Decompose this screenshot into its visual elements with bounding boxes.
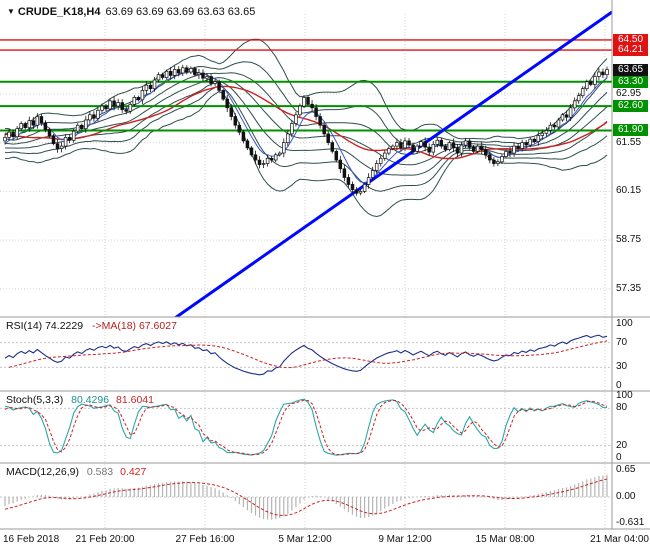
time-axis-label: 16 Feb 2018	[3, 534, 60, 545]
stoch-axis-label: 100	[616, 390, 633, 401]
time-axis-label: 5 Mar 12:00	[278, 534, 332, 545]
stoch-axis-label: 0	[616, 452, 622, 463]
macd-signal-line	[4, 478, 608, 517]
price-badge-current: 63.65	[613, 63, 648, 76]
price-badge-support: 63.30	[613, 75, 648, 88]
price-badge-support: 62.60	[613, 100, 648, 113]
stoch-d-line	[4, 399, 608, 456]
band-lower	[4, 85, 608, 192]
stoch-axis-label: 20	[616, 439, 628, 451]
macd-axis-label: 0.65	[616, 464, 636, 476]
band-upper	[4, 61, 608, 145]
rsi-axis-label: 70	[616, 336, 628, 348]
rsi-label: RSI(14) 74.2229	[6, 320, 84, 332]
trendline[interactable]	[174, 10, 612, 318]
macd-axis-label: 0.00	[616, 491, 636, 502]
macd-value: 0.583	[86, 466, 114, 478]
price-badge-resistance: 64.50	[613, 33, 648, 46]
symbol-period-label: CRUDE_K18,H4	[17, 6, 101, 18]
macd-label: MACD(12,26,9)	[6, 466, 79, 478]
rsi-ma-line	[8, 340, 608, 369]
price-axis-label: 62.95	[616, 87, 642, 99]
price-axis-label: 61.55	[616, 136, 642, 148]
macd-axis-label: -0.631	[616, 516, 645, 528]
time-axis-label: 27 Feb 16:00	[175, 534, 235, 545]
rsi-line	[4, 334, 608, 376]
band-lower	[4, 90, 608, 218]
macd-panel-title: MACD(12,26,9) 0.583 0.427	[6, 466, 146, 478]
band-upper	[4, 38, 608, 140]
stoch-axis-label: 80	[616, 402, 628, 414]
stoch-label: Stoch(5,3,3)	[6, 394, 64, 406]
chart-header: ▼ CRUDE_K18,H4 63.69 63.69 63.69 63.63 63.…	[7, 6, 255, 18]
rsi-axis-label: 0	[616, 380, 622, 391]
candles	[3, 64, 609, 196]
macd-signal-value: 0.427	[120, 466, 147, 478]
price-axis-label: 60.15	[616, 185, 642, 197]
stoch-k-line	[4, 398, 608, 456]
band-middle	[4, 77, 608, 166]
rsi-axis-label: 30	[616, 361, 628, 373]
stoch-panel-title: Stoch(5,3,3) 80.4296 81.6041	[6, 394, 154, 406]
ohlc-readout: 63.69 63.69 63.69 63.63 63.65	[105, 6, 256, 18]
rsi-axis-label: 100	[616, 318, 633, 329]
price-axis-label: 58.75	[616, 234, 642, 246]
price-badge-resistance: 64.21	[613, 44, 648, 57]
time-axis-label: 21 Mar 04:00	[590, 534, 649, 545]
time-axis-label: 21 Feb 20:00	[75, 534, 135, 545]
time-axis-label: 9 Mar 12:00	[378, 534, 432, 545]
rsi-panel-title: RSI(14) 74.2229 ->MA(18) 67.6027	[6, 320, 177, 332]
symbol-dropdown-icon[interactable]: ▼	[7, 7, 15, 16]
band-upper	[4, 72, 608, 155]
ma-blue	[4, 70, 608, 184]
time-axis-label: 15 Mar 08:00	[475, 534, 535, 545]
price-axis-label: 57.35	[616, 282, 642, 294]
stoch-k-value: 80.4296	[71, 394, 110, 406]
stoch-d-value: 81.6041	[116, 394, 154, 406]
price-badge-support: 61.90	[613, 124, 648, 137]
rsi-ma-label: ->MA(18) 67.6027	[91, 320, 177, 332]
